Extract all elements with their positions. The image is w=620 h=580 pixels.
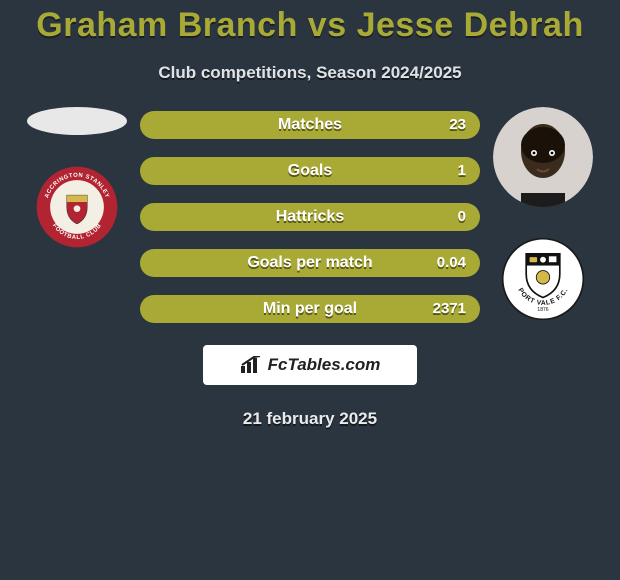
stat-label: Hattricks xyxy=(140,203,480,231)
stat-right-value: 0.04 xyxy=(437,249,466,277)
right-side: PORT VALE F.C. 1876 xyxy=(488,107,598,321)
stat-right-value: 23 xyxy=(449,111,466,139)
stat-row: Goals1 xyxy=(140,157,480,185)
svg-text:1876: 1876 xyxy=(537,307,548,313)
snapshot-date: 21 february 2025 xyxy=(0,409,620,429)
stat-label: Min per goal xyxy=(140,295,480,323)
stat-right-value: 2371 xyxy=(433,295,466,323)
stat-row: Min per goal2371 xyxy=(140,295,480,323)
stat-label: Matches xyxy=(140,111,480,139)
accrington-crest-icon: ACCRINGTON STANLEY FOOTBALL CLUB xyxy=(27,165,127,249)
stat-right-value: 0 xyxy=(458,203,466,231)
stat-row: Matches23 xyxy=(140,111,480,139)
bars-icon xyxy=(240,356,262,374)
stat-right-value: 1 xyxy=(458,157,466,185)
stat-row: Goals per match0.04 xyxy=(140,249,480,277)
player-face-icon xyxy=(493,107,593,207)
right-club-crest: PORT VALE F.C. 1876 xyxy=(493,237,593,321)
season-subtitle: Club competitions, Season 2024/2025 xyxy=(0,63,620,83)
port-vale-crest-icon: PORT VALE F.C. 1876 xyxy=(493,237,593,321)
left-player-photo xyxy=(27,107,127,135)
page-title: Graham Branch vs Jesse Debrah xyxy=(0,0,620,45)
left-side: ACCRINGTON STANLEY FOOTBALL CLUB xyxy=(22,107,132,249)
stat-label: Goals per match xyxy=(140,249,480,277)
stat-bars: Matches23 Goals1 Hattricks0 Goals per match… xyxy=(140,111,480,323)
watermark-badge: FcTables.com xyxy=(203,345,417,385)
stat-row: Hattricks0 xyxy=(140,203,480,231)
comparison-panel: ACCRINGTON STANLEY FOOTBALL CLUB Matches… xyxy=(0,107,620,323)
stat-label: Goals xyxy=(140,157,480,185)
watermark-text: FcTables.com xyxy=(268,355,381,375)
left-club-crest: ACCRINGTON STANLEY FOOTBALL CLUB xyxy=(27,165,127,249)
right-player-photo xyxy=(493,107,593,207)
